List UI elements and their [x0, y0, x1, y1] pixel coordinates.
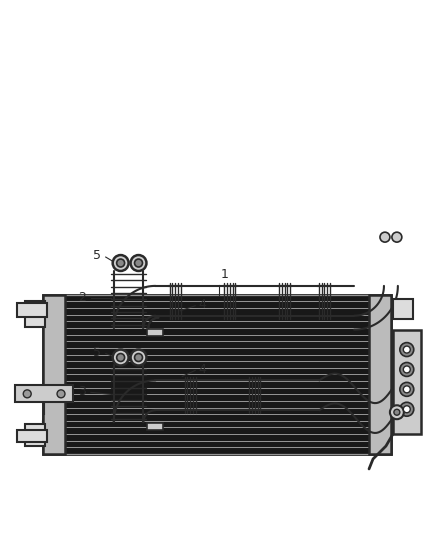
Circle shape [400, 343, 414, 357]
Circle shape [113, 255, 129, 271]
Circle shape [117, 259, 124, 267]
Circle shape [403, 366, 410, 373]
Circle shape [400, 362, 414, 376]
Circle shape [390, 405, 404, 419]
Circle shape [392, 232, 402, 242]
Text: 3: 3 [78, 385, 86, 398]
Circle shape [403, 386, 410, 393]
Circle shape [23, 390, 31, 398]
Circle shape [380, 232, 390, 242]
Circle shape [134, 353, 142, 361]
Circle shape [394, 409, 400, 415]
Circle shape [113, 350, 129, 366]
Bar [15, 385, 73, 402]
Circle shape [400, 402, 414, 416]
Circle shape [131, 350, 146, 366]
Text: 1: 1 [221, 268, 229, 281]
Text: 6: 6 [40, 416, 48, 429]
Circle shape [134, 259, 142, 267]
Bar [148, 423, 163, 430]
Bar [369, 295, 391, 454]
Bar [43, 295, 391, 454]
Circle shape [403, 406, 410, 413]
Circle shape [131, 255, 146, 271]
Text: 2: 2 [78, 292, 86, 304]
Bar [43, 295, 65, 454]
Text: 4: 4 [198, 298, 206, 311]
Bar [17, 303, 47, 317]
Circle shape [57, 390, 65, 398]
Circle shape [400, 382, 414, 397]
Circle shape [403, 346, 410, 353]
Bar [148, 329, 163, 336]
Bar [393, 330, 421, 434]
Bar [25, 301, 45, 327]
Bar [17, 430, 47, 442]
Bar [393, 299, 413, 319]
Text: 5: 5 [93, 346, 101, 359]
Bar [25, 424, 45, 446]
Text: 4: 4 [198, 363, 206, 376]
Text: 5: 5 [93, 248, 101, 262]
Circle shape [117, 353, 124, 361]
